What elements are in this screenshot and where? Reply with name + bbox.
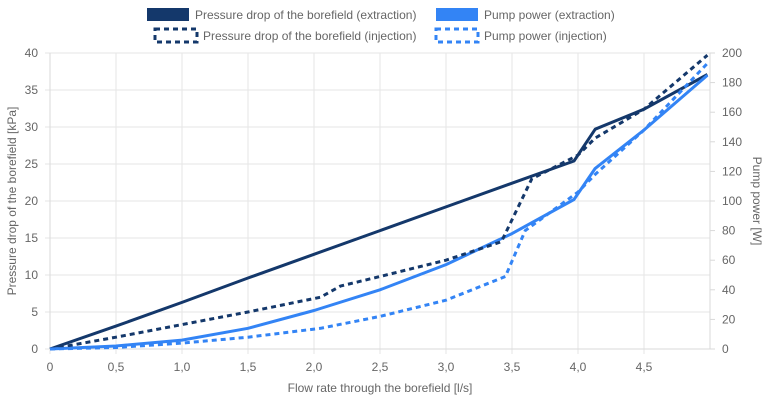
series-line-1 bbox=[49, 73, 709, 351]
x-tick-label: 3,5 bbox=[504, 360, 521, 374]
x-tick-label: 2,5 bbox=[372, 360, 389, 374]
legend-label: Pump power (injection) bbox=[484, 29, 607, 43]
grid-layer bbox=[45, 52, 711, 354]
x-tick-label: 1,0 bbox=[174, 360, 191, 374]
y-axis-right-title: Pump power [W] bbox=[750, 157, 764, 246]
y-right-tick-label: 140 bbox=[722, 135, 742, 149]
x-tick-label: 3,0 bbox=[438, 360, 455, 374]
y-left-tick-label: 10 bbox=[25, 268, 39, 282]
series-line-3 bbox=[49, 54, 709, 351]
legend-swatch bbox=[436, 8, 478, 21]
legend-label: Pressure drop of the borefield (extracti… bbox=[195, 8, 416, 22]
x-tick-label: 4,0 bbox=[570, 360, 587, 374]
y-left-tick-label: 0 bbox=[31, 342, 38, 356]
y-left-tick-label: 40 bbox=[25, 46, 39, 60]
y-right-tick-label: 0 bbox=[722, 342, 729, 356]
x-tick-label: 0 bbox=[47, 360, 54, 374]
y-left-tick-label: 35 bbox=[25, 83, 39, 97]
y-left-tick-label: 20 bbox=[25, 194, 39, 208]
x-tick-label: 0,5 bbox=[108, 360, 125, 374]
y-right-tick-label: 100 bbox=[722, 194, 742, 208]
axes-layer: 0 5 10 15 20 25 30 35 40 0 20 40 60 80 100 120 140 160 180… bbox=[25, 46, 743, 374]
legend-item-4[interactable]: Pump power (injection) bbox=[434, 27, 607, 44]
legend-item-1[interactable]: Pressure drop of the borefield (extracti… bbox=[147, 8, 416, 22]
series-line-2 bbox=[49, 74, 709, 351]
y-right-tick-label: 20 bbox=[722, 312, 736, 326]
legend-item-2[interactable]: Pump power (extraction) bbox=[436, 8, 615, 22]
x-tick-label: 1,5 bbox=[240, 360, 257, 374]
y-right-tick-label: 40 bbox=[722, 283, 736, 297]
legend-item-3[interactable]: Pressure drop of the borefield (injectio… bbox=[153, 27, 416, 44]
y-right-tick-label: 180 bbox=[722, 76, 742, 90]
x-tick-label: 2,0 bbox=[306, 360, 323, 374]
y-right-tick-label: 80 bbox=[722, 224, 736, 238]
legend-label: Pressure drop of the borefield (injectio… bbox=[203, 29, 416, 43]
series-line-4 bbox=[49, 62, 709, 351]
y-right-tick-label: 60 bbox=[722, 253, 736, 267]
y-left-tick-label: 5 bbox=[31, 305, 38, 319]
x-tick-label: 4,5 bbox=[636, 360, 653, 374]
y-left-tick-label: 25 bbox=[25, 157, 39, 171]
legend-swatch bbox=[147, 8, 189, 21]
x-axis-title: Flow rate through the borefield [l/s] bbox=[288, 381, 473, 395]
y-left-tick-label: 30 bbox=[25, 120, 39, 134]
legend-label: Pump power (extraction) bbox=[484, 8, 615, 22]
legend-swatch bbox=[434, 27, 480, 44]
y-right-tick-label: 120 bbox=[722, 164, 742, 178]
legend-swatch bbox=[153, 27, 199, 44]
y-axis-left-title: Pressure drop of the borefield [kPa] bbox=[5, 107, 19, 296]
y-right-tick-label: 200 bbox=[722, 46, 742, 60]
series-layer bbox=[49, 54, 709, 351]
y-right-tick-label: 160 bbox=[722, 105, 742, 119]
y-left-tick-label: 15 bbox=[25, 231, 39, 245]
legend: Pressure drop of the borefield (extracti… bbox=[147, 8, 615, 44]
